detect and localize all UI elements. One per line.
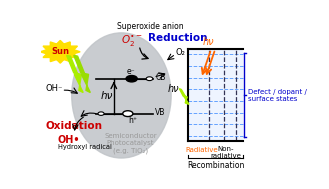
Text: h⁺: h⁺ [128,116,138,125]
Text: Semiconductor
Photocatalyst
(e.g. TiO₂): Semiconductor Photocatalyst (e.g. TiO₂) [104,133,157,154]
Polygon shape [50,57,57,62]
Text: hν: hν [100,91,113,101]
Text: Superoxide anion: Superoxide anion [117,22,184,31]
Text: Defect / dopant /
surface states: Defect / dopant / surface states [248,89,307,101]
Text: hν: hν [168,84,180,94]
Polygon shape [74,55,90,93]
Polygon shape [64,42,70,46]
Ellipse shape [72,33,171,158]
Polygon shape [57,60,64,63]
Polygon shape [57,40,64,44]
Circle shape [126,76,137,82]
Text: Sun: Sun [51,47,69,56]
Polygon shape [179,89,189,104]
Text: hν: hν [202,37,214,47]
Circle shape [146,77,153,81]
FancyBboxPatch shape [188,49,243,141]
Polygon shape [43,46,50,50]
Text: OH•: OH• [58,135,80,145]
Text: e⁻: e⁻ [127,67,135,76]
Text: Oxidation: Oxidation [46,121,103,131]
Text: Hydroxyl radical: Hydroxyl radical [58,144,112,150]
Text: VB: VB [155,108,166,117]
Text: O₂: O₂ [175,48,185,57]
Text: Non-
radiative: Non- radiative [210,146,241,159]
Circle shape [123,111,133,117]
Polygon shape [66,55,83,93]
Circle shape [46,44,74,60]
Polygon shape [64,57,70,62]
Text: Reduction: Reduction [148,33,207,43]
Text: $\mathit{O_2^{\bullet-}}$: $\mathit{O_2^{\bullet-}}$ [120,33,143,48]
Text: Recombination: Recombination [187,161,244,170]
Circle shape [98,112,104,115]
Text: OH⁻: OH⁻ [46,84,63,93]
Polygon shape [40,50,47,54]
Polygon shape [50,42,57,46]
Text: CB: CB [155,74,166,82]
Polygon shape [74,50,80,54]
Polygon shape [43,54,50,57]
Text: Radiative: Radiative [185,147,217,153]
Polygon shape [70,54,77,57]
Polygon shape [70,46,77,50]
